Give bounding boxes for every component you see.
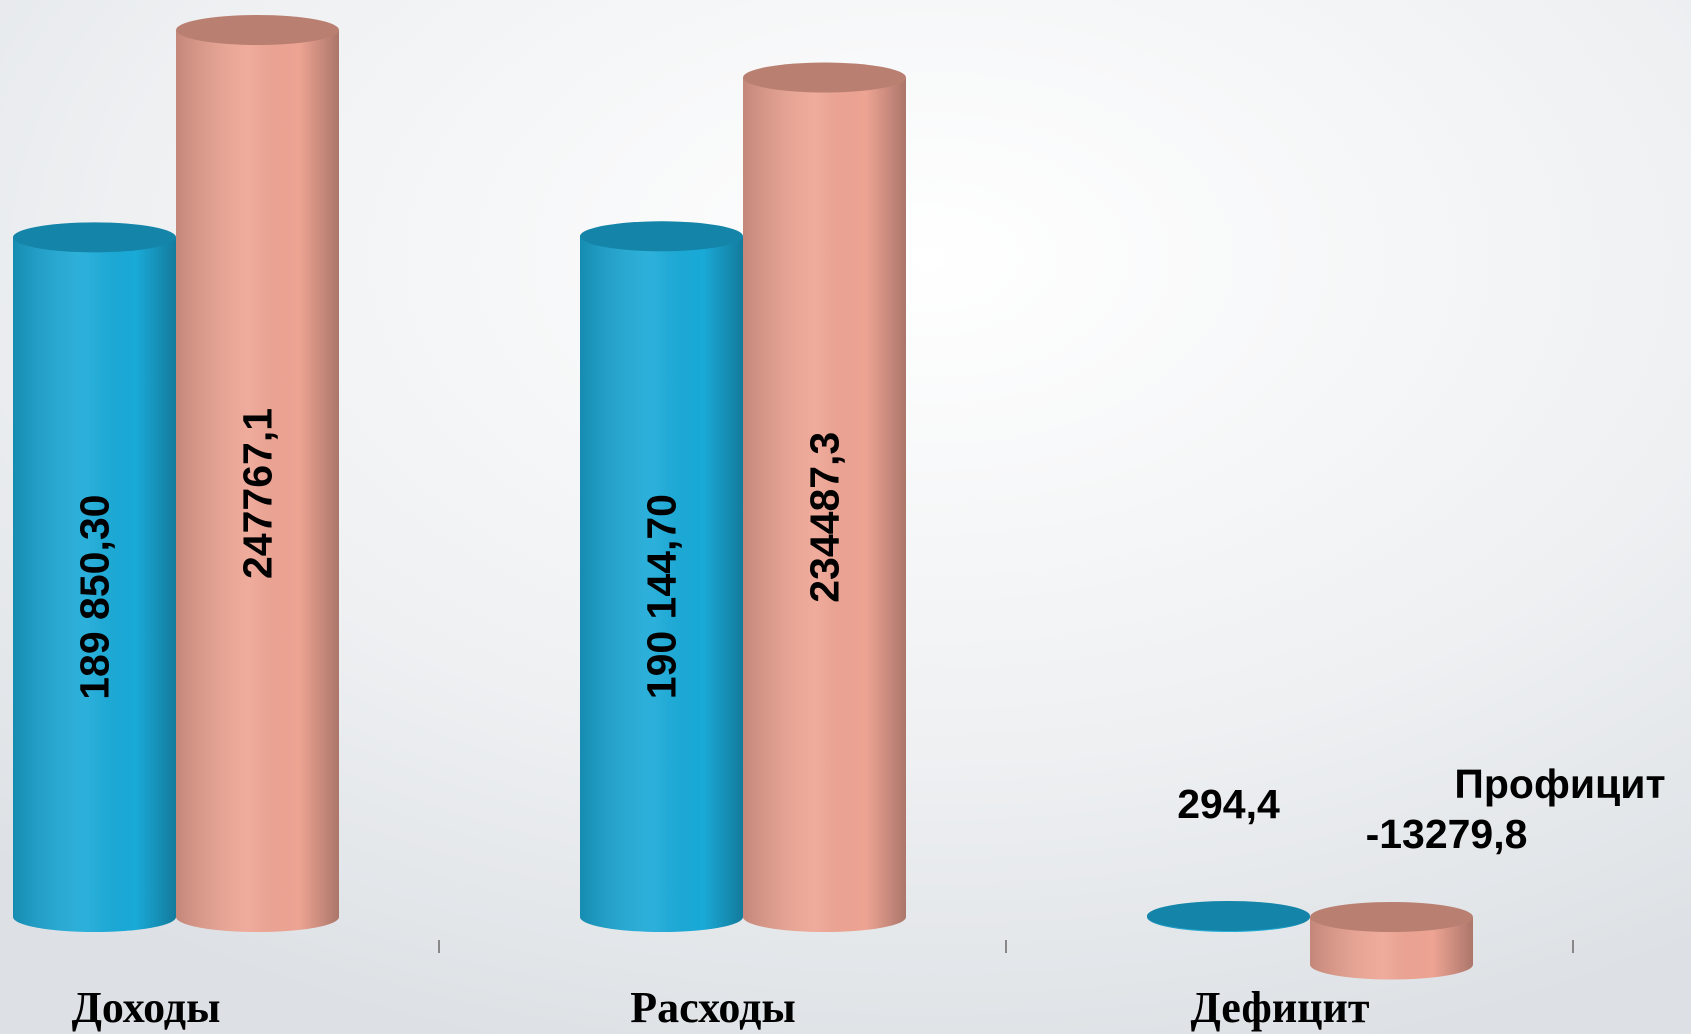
bar-part (580, 221, 743, 252)
bar-part (580, 236, 743, 917)
annotation: Профицит (1454, 761, 1665, 807)
bar (743, 62, 906, 932)
bar-part (1147, 900, 1310, 931)
data-label: 234487,3 (802, 432, 848, 603)
bar-part (13, 222, 176, 253)
bar (1147, 900, 1310, 932)
bar (13, 222, 176, 932)
bar-part (13, 222, 176, 253)
bar (580, 221, 743, 932)
bar (176, 15, 339, 932)
bar-part (1147, 900, 1310, 931)
bar-part (13, 237, 176, 917)
bar-part (1310, 902, 1473, 932)
x-tick-label: Доходы (72, 983, 221, 1032)
bar-part (743, 62, 906, 93)
data-label: 189 850,30 (72, 495, 118, 700)
bar (1310, 902, 1473, 980)
data-label: 294,4 (1177, 781, 1280, 827)
bar-part (1310, 902, 1473, 932)
bar-part (176, 15, 339, 45)
x-tick-label: Расходы (630, 983, 796, 1032)
bar-part (176, 30, 339, 917)
data-label: 190 144,70 (639, 494, 685, 699)
bar-part (176, 15, 339, 45)
x-tick-label: Дефицит (1191, 983, 1370, 1032)
data-label: 247767,1 (235, 408, 281, 579)
bar-part (580, 221, 743, 252)
bar-part (743, 77, 906, 917)
bar-part (743, 62, 906, 93)
data-label: -13279,8 (1366, 811, 1528, 857)
